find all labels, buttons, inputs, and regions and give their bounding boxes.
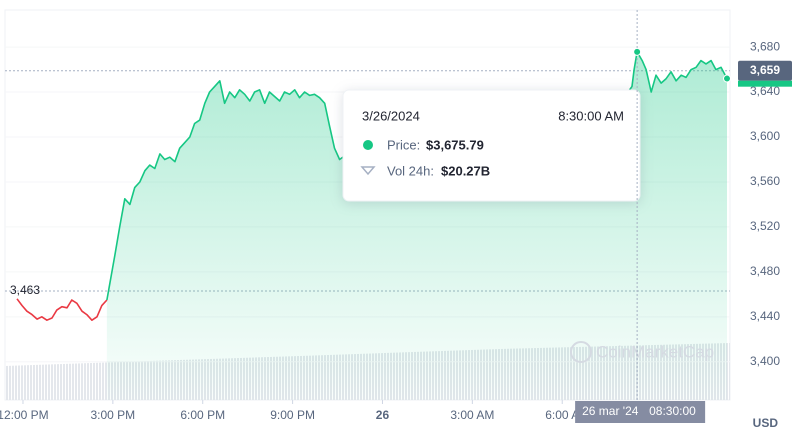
tooltip-box [342,89,641,202]
tooltip-date: 3/26/2024 [362,108,420,123]
x-tick-label: 12:00 PM [0,408,49,422]
x-tick-label: 9:00 PM [270,408,315,422]
x-tick-label: 3:00 PM [90,408,135,422]
crosshair-date: 26 mar '24 [582,404,639,418]
x-tick-label: 6:00 PM [180,408,225,422]
open-price-label: 3,463 [10,283,40,297]
y-tick-label: 3,600 [750,129,780,143]
last-price-badge [738,60,792,81]
y-tick-label: 3,680 [750,39,780,53]
y-tick-label: 3,640 [750,84,780,98]
last-dot [723,74,732,83]
watermark: CoinMarketCap [570,341,714,363]
watermark-text: CoinMarketCap [596,342,714,361]
currency-label: USD [753,416,779,430]
tooltip-volume-label: Vol 24h: [387,163,434,178]
y-tick-label: 3,560 [750,174,780,188]
tooltip-price-label: Price: [387,137,420,152]
tooltip-volume: $20.27B [441,163,490,178]
last-price-marker [738,80,792,87]
y-tick-label: 3,520 [750,219,780,233]
x-tick-label: 3:00 AM [450,408,494,422]
tooltip-time: 8:30:00 AM [558,108,624,123]
x-tick-label: 6:00 A [545,408,579,422]
x-tick-label: 26 [376,408,390,422]
y-tick-label: 3,440 [750,309,780,323]
y-tick-label: 3,400 [750,354,780,368]
price-icon [363,140,373,150]
crosshair-label-box [575,401,706,423]
hover-dot [633,47,642,56]
crosshair-time: 08:30:00 [649,404,696,418]
price-line [106,51,728,301]
y-tick-label: 3,480 [750,264,780,278]
last-price-label: 3,659 [750,63,780,77]
tooltip-price: $3,675.79 [426,137,484,152]
price-line [16,298,108,321]
tooltip: 3/26/2024 8:30:00 AM Price: $3,675.79 Vo… [342,89,641,202]
volume-icon [360,166,376,176]
